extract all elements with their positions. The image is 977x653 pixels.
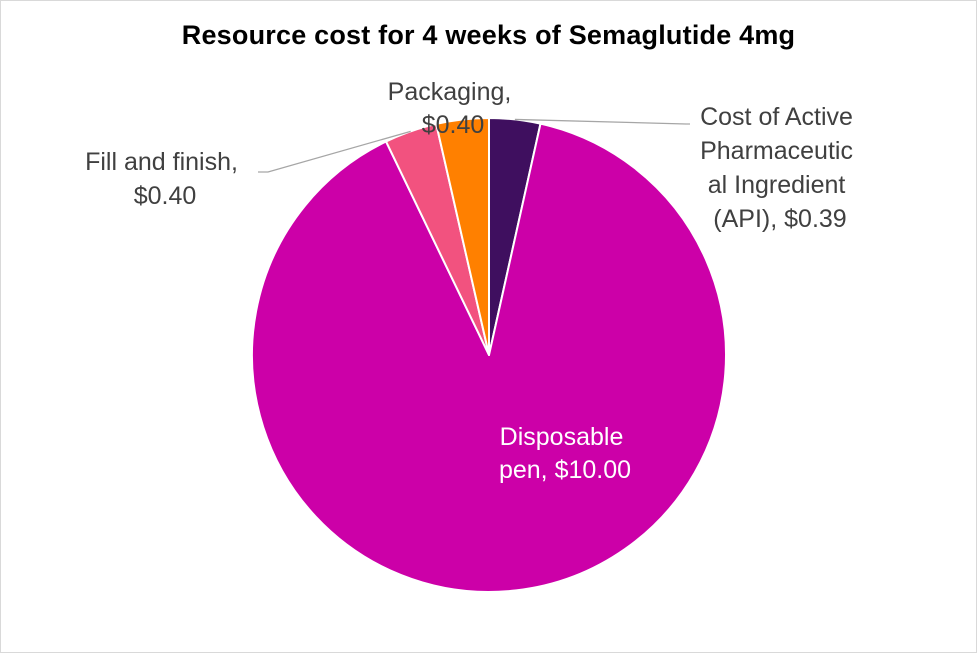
data-label-api-value: $0.39 [784, 205, 847, 233]
leader-lines [258, 118, 690, 173]
data-label-packaging: Packaging, $0.40 [388, 78, 519, 139]
leader-line-fill-finish [258, 130, 411, 173]
data-label-fill-finish: Fill and finish, $0.40 [85, 148, 245, 210]
data-label-packaging-value: $0.40 [422, 111, 485, 139]
data-label-api: Cost of Active Pharmaceutic al Ingredien… [700, 103, 860, 233]
data-label-disposable-pen-value: $10.00 [555, 456, 631, 484]
pie-slice-packaging [435, 117, 490, 356]
pie-slices [251, 117, 727, 593]
leader-line-api [514, 118, 690, 125]
data-label-disposable-pen: Disposable pen, $10.00 [499, 423, 631, 484]
pie-slice-disposable-pen [251, 122, 727, 593]
data-label-fill-finish-value: $0.40 [134, 182, 197, 210]
chart-title: Resource cost for 4 weeks of Semaglutide… [181, 20, 796, 50]
